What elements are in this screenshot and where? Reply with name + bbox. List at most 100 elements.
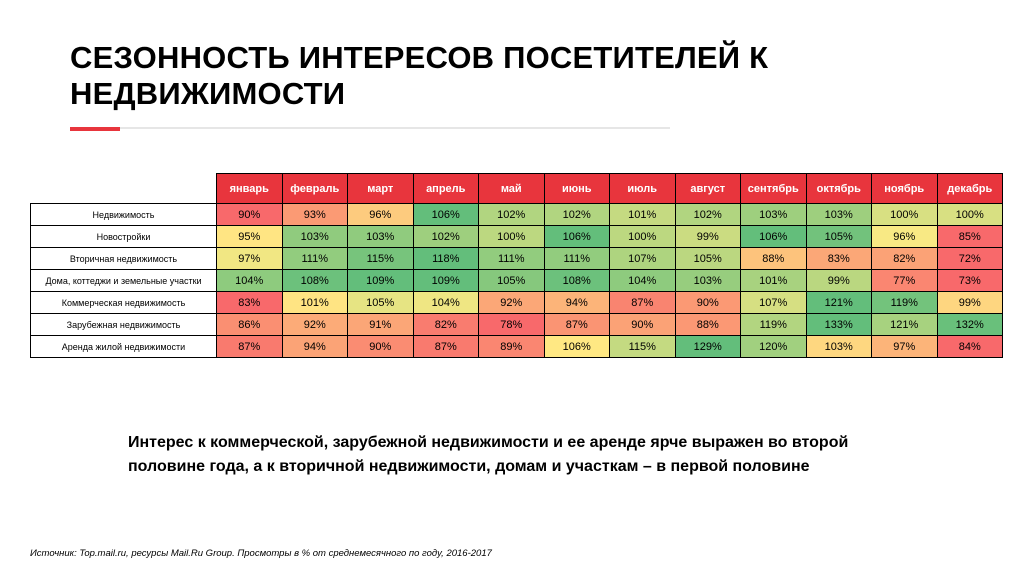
heatmap-cell: 82% bbox=[412, 313, 479, 336]
heatmap-cell: 99% bbox=[674, 225, 741, 248]
heatmap-cell: 105% bbox=[347, 291, 414, 314]
heatmap-cell: 95% bbox=[216, 225, 283, 248]
seasonality-heatmap-table: январь февраль март апрель май июнь июль август… bbox=[30, 173, 1003, 358]
row-label: Дома, коттеджи и земельные участки bbox=[30, 269, 217, 292]
month-header: декабрь bbox=[936, 173, 1003, 204]
heatmap-cell: 121% bbox=[871, 313, 938, 336]
heatmap-cell: 90% bbox=[347, 335, 414, 358]
heatmap-cell: 96% bbox=[871, 225, 938, 248]
heatmap-cell: 88% bbox=[740, 247, 807, 270]
table-row: Дома, коттеджи и земельные участки 104% 10… bbox=[30, 269, 1003, 292]
month-header: октябрь bbox=[805, 173, 872, 204]
heatmap-cell: 101% bbox=[609, 203, 676, 226]
heatmap-cell: 99% bbox=[936, 291, 1003, 314]
month-header: февраль bbox=[281, 173, 348, 204]
heatmap-cell: 90% bbox=[609, 313, 676, 336]
heatmap-cell: 87% bbox=[609, 291, 676, 314]
table-row: Новостройки 95% 103% 103% 102% 100% 106% 100% 99… bbox=[30, 225, 1003, 248]
heatmap-cell: 90% bbox=[674, 291, 741, 314]
heatmap-cell: 103% bbox=[805, 203, 872, 226]
row-label: Недвижимость bbox=[30, 203, 217, 226]
heatmap-cell: 102% bbox=[412, 225, 479, 248]
heatmap-cell: 106% bbox=[543, 335, 610, 358]
row-label: Аренда жилой недвижимости bbox=[30, 335, 217, 358]
heatmap-cell: 102% bbox=[674, 203, 741, 226]
table-row: Зарубежная недвижимость 86% 92% 91% 82% 78% 87… bbox=[30, 313, 1003, 336]
heatmap-cell: 99% bbox=[805, 269, 872, 292]
month-header: январь bbox=[216, 173, 283, 204]
heatmap-cell: 78% bbox=[478, 313, 545, 336]
heatmap-cell: 101% bbox=[740, 269, 807, 292]
title-divider bbox=[70, 127, 670, 129]
heatmap-cell: 101% bbox=[281, 291, 348, 314]
heatmap-cell: 97% bbox=[216, 247, 283, 270]
heatmap-cell: 103% bbox=[281, 225, 348, 248]
heatmap-cell: 100% bbox=[871, 203, 938, 226]
table-row: Вторичная недвижимость 97% 111% 115% 118% 111… bbox=[30, 247, 1003, 270]
heatmap-cell: 106% bbox=[740, 225, 807, 248]
table-corner bbox=[31, 174, 217, 204]
month-header: март bbox=[347, 173, 414, 204]
heatmap-cell: 105% bbox=[478, 269, 545, 292]
heatmap-cell: 100% bbox=[609, 225, 676, 248]
heatmap-cell: 115% bbox=[347, 247, 414, 270]
heatmap-cell: 83% bbox=[216, 291, 283, 314]
heatmap-cell: 132% bbox=[936, 313, 1003, 336]
heatmap-cell: 104% bbox=[609, 269, 676, 292]
heatmap-cell: 92% bbox=[478, 291, 545, 314]
heatmap-cell: 104% bbox=[216, 269, 283, 292]
heatmap-cell: 87% bbox=[216, 335, 283, 358]
heatmap-cell: 104% bbox=[412, 291, 479, 314]
heatmap-cell: 111% bbox=[543, 247, 610, 270]
heatmap-cell: 100% bbox=[936, 203, 1003, 226]
table-row: Коммерческая недвижимость 83% 101% 105% 104%… bbox=[30, 291, 1003, 314]
row-label: Коммерческая недвижимость bbox=[30, 291, 217, 314]
heatmap-cell: 92% bbox=[281, 313, 348, 336]
heatmap-cell: 96% bbox=[347, 203, 414, 226]
source-note: Источник: Top.mail.ru, ресурсы Mail.Ru G… bbox=[30, 548, 492, 559]
heatmap-cell: 105% bbox=[674, 247, 741, 270]
heatmap-cell: 103% bbox=[805, 335, 872, 358]
month-header: июнь bbox=[543, 173, 610, 204]
heatmap-cell: 103% bbox=[674, 269, 741, 292]
heatmap-cell: 103% bbox=[740, 203, 807, 226]
heatmap-cell: 106% bbox=[543, 225, 610, 248]
heatmap-cell: 90% bbox=[216, 203, 283, 226]
heatmap-cell: 129% bbox=[674, 335, 741, 358]
month-header: август bbox=[674, 173, 741, 204]
heatmap-cell: 119% bbox=[740, 313, 807, 336]
heatmap-cell: 85% bbox=[936, 225, 1003, 248]
heatmap-cell: 88% bbox=[674, 313, 741, 336]
heatmap-cell: 107% bbox=[609, 247, 676, 270]
heatmap-cell: 108% bbox=[543, 269, 610, 292]
slide-title: СЕЗОННОСТЬ ИНТЕРЕСОВ ПОСЕТИТЕЛЕЙ К НЕДВИ… bbox=[70, 40, 769, 111]
heatmap-cell: 103% bbox=[347, 225, 414, 248]
heatmap-cell: 115% bbox=[609, 335, 676, 358]
month-header: май bbox=[478, 173, 545, 204]
heatmap-cell: 82% bbox=[871, 247, 938, 270]
heatmap-cell: 72% bbox=[936, 247, 1003, 270]
heatmap-cell: 105% bbox=[805, 225, 872, 248]
heatmap-cell: 107% bbox=[740, 291, 807, 314]
month-header: сентябрь bbox=[740, 173, 807, 204]
heatmap-cell: 119% bbox=[871, 291, 938, 314]
heatmap-cell: 118% bbox=[412, 247, 479, 270]
heatmap-cell: 84% bbox=[936, 335, 1003, 358]
heatmap-cell: 102% bbox=[478, 203, 545, 226]
heatmap-cell: 73% bbox=[936, 269, 1003, 292]
heatmap-cell: 106% bbox=[412, 203, 479, 226]
heatmap-cell: 89% bbox=[478, 335, 545, 358]
heatmap-cell: 109% bbox=[412, 269, 479, 292]
heatmap-cell: 93% bbox=[281, 203, 348, 226]
row-label: Вторичная недвижимость bbox=[30, 247, 217, 270]
heatmap-cell: 91% bbox=[347, 313, 414, 336]
heatmap-cell: 109% bbox=[347, 269, 414, 292]
heatmap-cell: 94% bbox=[543, 291, 610, 314]
table-row: Недвижимость 90% 93% 96% 106% 102% 102% 101% 102… bbox=[30, 203, 1003, 226]
row-label: Зарубежная недвижимость bbox=[30, 313, 217, 336]
heatmap-cell: 108% bbox=[281, 269, 348, 292]
heatmap-cell: 133% bbox=[805, 313, 872, 336]
heatmap-cell: 120% bbox=[740, 335, 807, 358]
heatmap-cell: 97% bbox=[871, 335, 938, 358]
heatmap-cell: 94% bbox=[281, 335, 348, 358]
